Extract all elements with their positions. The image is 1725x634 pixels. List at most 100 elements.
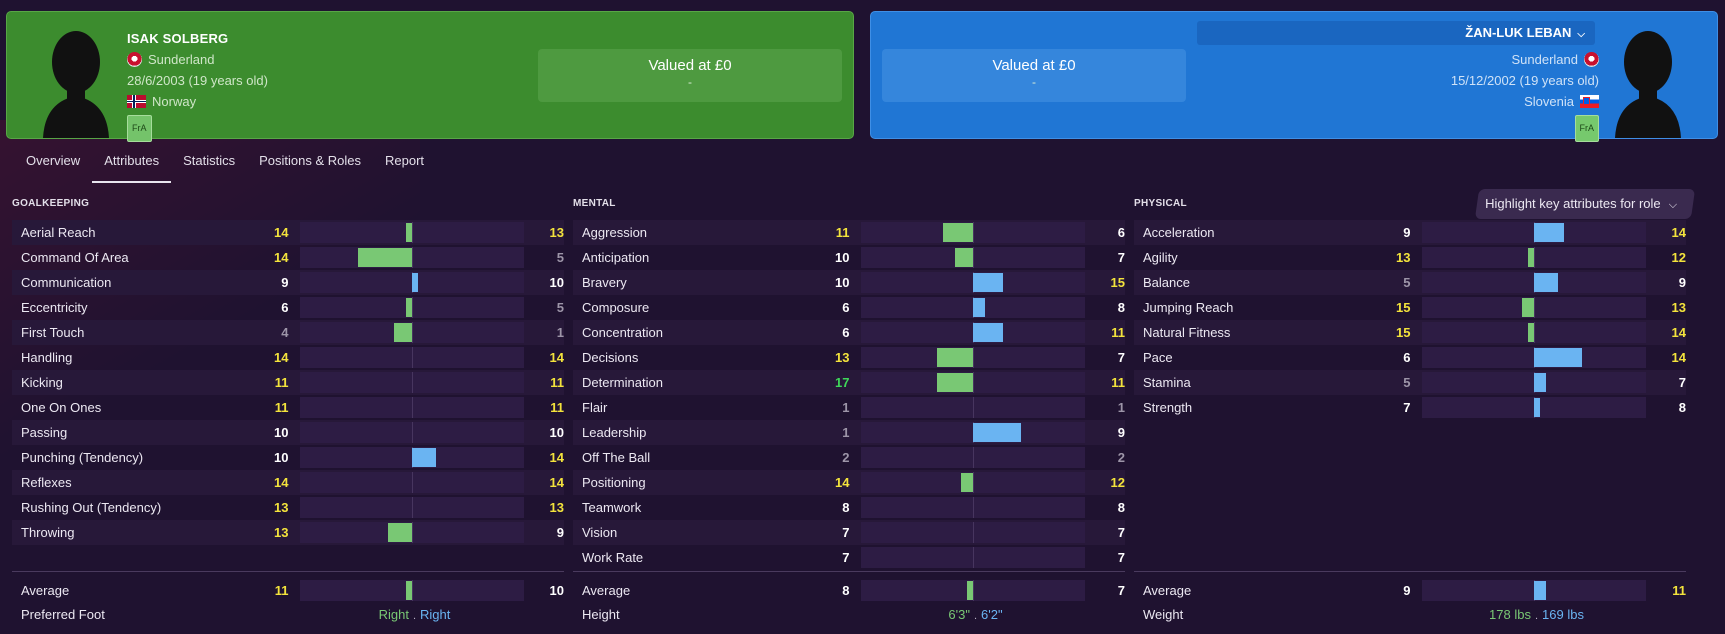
attribute-label: Strength: [1143, 400, 1193, 415]
left-player-value: 11: [835, 225, 850, 240]
attribute-label: Communication: [21, 275, 112, 290]
bar-midline: [412, 247, 414, 268]
left-player-value: 14: [274, 250, 289, 265]
bar-midline: [973, 580, 975, 601]
left-advantage-bar: [943, 223, 974, 242]
comparison-bar: [300, 347, 525, 368]
right-player-value: 9: [1117, 425, 1125, 440]
attribute-row[interactable]: Agility 13 12: [1134, 245, 1686, 270]
attribute-row[interactable]: Teamwork 8 8: [573, 495, 1125, 520]
left-player-value: 10: [835, 250, 850, 265]
left-player-value: 13: [274, 500, 289, 515]
right-player-club[interactable]: Sunderland: [1511, 52, 1579, 67]
attribute-row[interactable]: First Touch 4 1: [12, 320, 564, 345]
attribute-row[interactable]: Decisions 13 7: [573, 345, 1125, 370]
attribute-row[interactable]: Throwing 13 9: [12, 520, 564, 545]
left-player-value: 14: [274, 350, 289, 365]
player-silhouette-icon: [43, 31, 109, 138]
attribute-row[interactable]: Positioning 14 12: [573, 470, 1125, 495]
attribute-row[interactable]: Flair 1 1: [573, 395, 1125, 420]
attribute-row[interactable]: Punching (Tendency) 10 14: [12, 445, 564, 470]
attribute-row[interactable]: Balance 5 9: [1134, 270, 1686, 295]
average-row[interactable]: Average 11 10: [12, 578, 564, 603]
right-value-title: Valued at £0: [992, 57, 1076, 74]
tab-bar: Overview Attributes Statistics Positions…: [14, 150, 436, 183]
attribute-row[interactable]: Acceleration 9 14: [1134, 220, 1686, 245]
average-row[interactable]: Average 9 11: [1134, 578, 1686, 603]
attribute-row[interactable]: Rushing Out (Tendency) 13 13: [12, 495, 564, 520]
left-player-nation[interactable]: Norway: [152, 94, 197, 109]
attribute-row[interactable]: Concentration 6 11: [573, 320, 1125, 345]
tab-positions-roles[interactable]: Positions & Roles: [259, 153, 362, 168]
section-physical: PHYSICAL Acceleration 9 14 Agility 13 12 Balan…: [1134, 198, 1686, 420]
left-advantage-bar: [937, 373, 974, 392]
attribute-label: Throwing: [21, 525, 75, 540]
tab-overview[interactable]: Overview: [26, 153, 81, 168]
average-row[interactable]: Average 8 7: [573, 578, 1125, 603]
right-player-value: 1: [1117, 400, 1125, 415]
left-player-name[interactable]: ISAK SOLBERG: [127, 31, 229, 46]
attribute-row[interactable]: One On Ones 11 11: [12, 395, 564, 420]
attribute-label: Balance: [1143, 275, 1190, 290]
bar-midline: [973, 347, 975, 368]
left-player-info: ISAK SOLBERG Sunderland 28/6/2003 (19 ye…: [127, 28, 268, 142]
attribute-row[interactable]: Leadership 1 9: [573, 420, 1125, 445]
right-player-value: 2: [1117, 450, 1125, 465]
right-player-value: 7: [1117, 583, 1125, 598]
attribute-row[interactable]: Reflexes 14 14: [12, 470, 564, 495]
attribute-row[interactable]: Jumping Reach 15 13: [1134, 295, 1686, 320]
player-silhouette-icon: [1615, 31, 1681, 138]
attribute-label: Flair: [582, 400, 608, 415]
right-player-value: 11: [1672, 583, 1686, 598]
left-player-value: 1: [842, 425, 850, 440]
footer-preferred-foot: Preferred Foot Right. Right: [21, 607, 451, 622]
attribute-row[interactable]: Work Rate 7 7: [573, 545, 1125, 570]
attribute-row[interactable]: Bravery 10 15: [573, 270, 1125, 295]
attribute-row[interactable]: Kicking 11 11: [12, 370, 564, 395]
attribute-row[interactable]: Composure 6 8: [573, 295, 1125, 320]
footer-weight: Weight 178 lbs. 169 lbs: [1143, 607, 1584, 622]
attribute-row[interactable]: Anticipation 10 7: [573, 245, 1125, 270]
attribute-row[interactable]: Aerial Reach 14 13: [12, 220, 564, 245]
right-player-nation[interactable]: Slovenia: [1524, 94, 1574, 109]
left-player-club[interactable]: Sunderland: [148, 52, 215, 67]
comparison-bar: [861, 472, 1086, 493]
attribute-row[interactable]: Off The Ball 2 2: [573, 445, 1125, 470]
attribute-row[interactable]: Strength 7 8: [1134, 395, 1686, 420]
left-player-value: 11: [274, 583, 289, 598]
attribute-row[interactable]: Pace 6 14: [1134, 345, 1686, 370]
attribute-row[interactable]: Natural Fitness 15 14: [1134, 320, 1686, 345]
attribute-row[interactable]: Determination 17 11: [573, 370, 1125, 395]
attribute-row[interactable]: Communication 9 10: [12, 270, 564, 295]
attribute-row[interactable]: Eccentricity 6 5: [12, 295, 564, 320]
player-select-dropdown[interactable]: ŽAN-LUK LEBAN ⌵: [1197, 21, 1595, 45]
tab-report[interactable]: Report: [385, 153, 425, 168]
bar-midline: [412, 297, 414, 318]
attribute-label: One On Ones: [21, 400, 102, 415]
comparison-bar: [861, 347, 1086, 368]
comparison-bar: [300, 322, 525, 343]
comparison-bar: [861, 522, 1086, 543]
bar-midline: [412, 497, 414, 518]
attribute-row[interactable]: Aggression 11 6: [573, 220, 1125, 245]
left-player-value: 6: [1403, 350, 1411, 365]
bar-midline: [973, 447, 975, 468]
attribute-row[interactable]: Handling 14 14: [12, 345, 564, 370]
tab-statistics[interactable]: Statistics: [183, 153, 236, 168]
right-player-value: 8: [1678, 400, 1686, 415]
tab-attributes[interactable]: Attributes: [92, 150, 172, 183]
bar-midline: [412, 322, 414, 343]
attribute-label: Command Of Area: [21, 250, 129, 265]
footer-label: Weight: [1143, 607, 1184, 622]
attribute-row[interactable]: Stamina 5 7: [1134, 370, 1686, 395]
right-player-value: 7: [1678, 375, 1686, 390]
attribute-row[interactable]: Vision 7 7: [573, 520, 1125, 545]
attribute-row[interactable]: Passing 10 10: [12, 420, 564, 445]
footer-height: Height 6'3". 6'2": [582, 607, 1003, 622]
comparison-bar: [861, 547, 1086, 568]
attribute-row[interactable]: Command Of Area 14 5: [12, 245, 564, 270]
section-title: MENTAL: [573, 198, 616, 209]
comparison-bar: [300, 522, 525, 543]
right-player-card: ŽAN-LUK LEBAN ⌵ Sunderland 15/12/2002 (19…: [870, 11, 1718, 142]
left-player-value: 13: [274, 525, 289, 540]
